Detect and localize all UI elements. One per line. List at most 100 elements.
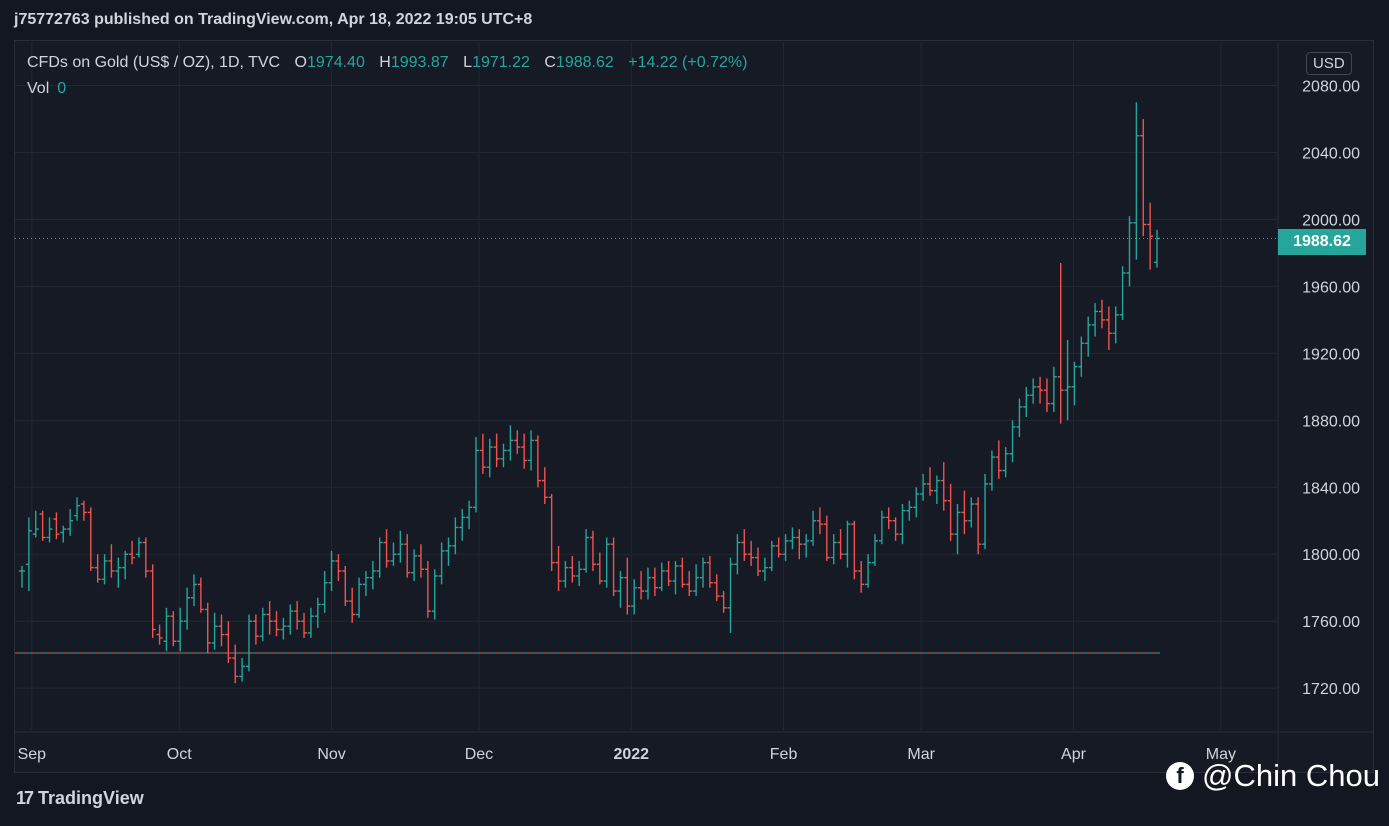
ohlc-bar [25,517,32,592]
ohlc-bar [796,529,803,560]
ohlc-bar [768,540,775,571]
ohlc-bar [287,604,294,635]
ohlc-bar [1119,266,1126,320]
ohlc-bar [108,544,115,578]
ohlc-bar [466,500,473,530]
x-tick-label: Feb [770,746,798,763]
ohlc-bar [149,564,156,638]
ohlc-bar [816,507,823,535]
ohlc-bar [314,597,321,628]
ohlc-bar [246,614,252,672]
ohlc-bar [789,527,796,550]
ohlc-bar [741,529,748,561]
ohlc-bar [837,529,844,560]
watermark-text: @Chin Chou [1202,758,1380,793]
x-tick-label: May [1206,746,1236,763]
ohlc-bar [1098,299,1105,329]
ohlc-bar [686,570,693,597]
ohlc-bar [521,433,528,469]
ohlc-bar [1043,378,1050,412]
ohlc-bar [218,614,225,647]
ohlc-bar [459,509,466,541]
y-tick-label: 1720.00 [1302,681,1360,698]
tradingview-logo-icon: 17 [16,788,34,808]
ohlc-bar [1023,386,1030,417]
high-value: 1993.87 [390,54,449,71]
ohlc-bar [968,497,975,528]
ohlc-bar [927,467,933,496]
ohlc-bar [871,534,878,566]
ohlc-bar [46,517,53,543]
y-tick-label: 1840.00 [1302,480,1360,497]
ohlc-bar [307,607,314,638]
ohlc-bar [920,473,927,501]
ohlc-bar [514,430,521,454]
ohlc-bar [583,529,590,573]
ohlc-bar [294,601,301,630]
ohlc-bar [1105,306,1112,351]
x-tick-label: 2022 [613,746,649,763]
ohlc-bar [631,579,638,615]
ohlc-bar [252,614,259,645]
y-tick-label: 1800.00 [1302,547,1360,564]
y-tick-label: 1960.00 [1302,279,1360,296]
chart-frame [14,40,1374,773]
ohlc-bar [60,525,67,543]
ohlc-bar [184,587,191,630]
ohlc-bar [335,554,342,582]
ohlc-bar [328,550,335,592]
ohlc-bar [803,534,810,558]
ohlc-bar [1154,229,1160,268]
tradingview-logo[interactable]: 17 TradingView [16,788,144,809]
x-tick-label: Apr [1061,746,1087,763]
last-price-label: 1988.62 [1278,229,1366,255]
ohlc-bar [500,443,507,468]
ohlc-bar [431,569,438,620]
ohlc-bar [383,529,390,568]
ohlc-bar [190,574,197,607]
ohlc-bar [376,537,383,578]
ohlc-bar [603,537,610,588]
ohlc-bar [906,500,913,521]
ohlc-bar [486,438,493,478]
open-label: O [294,54,307,71]
ohlc-bar [617,570,624,608]
ohlc-bar [576,560,583,587]
publish-info: j75772763 published on TradingView.com, … [14,11,533,28]
ohlc-bar [1126,216,1133,287]
bars-layer [19,102,1160,684]
ohlc-bar [129,540,136,565]
ohlc-bar [1092,303,1099,337]
ohlc-bar [507,425,514,461]
ohlc-bar [349,587,356,623]
ohlc-bar [596,552,603,585]
ohlc-bar [67,509,74,536]
ohlc-bar [1002,447,1009,478]
ohlc-bar [933,475,940,505]
x-tick-label: Sep [18,746,47,763]
ohlc-bar [975,497,982,555]
low-label: L [463,54,473,71]
ohlc-bar [122,550,129,580]
ohlc-bar [1050,366,1057,412]
ohlc-bar [473,437,479,513]
ohlc-bar [569,555,576,583]
ohlc-bar [1140,119,1147,237]
change-value: +14.22 (+0.72%) [628,54,748,71]
ohlc-bar [734,534,741,575]
ohlc-bar [1112,306,1119,344]
ohlc-bar [1009,420,1016,463]
y-tick-label: 2040.00 [1302,145,1360,162]
ohlc-bar [748,540,755,566]
ohlc-bar [342,565,349,607]
author-watermark: f @Chin Chou [1166,758,1380,794]
currency-button[interactable]: USD [1306,52,1352,75]
tradingview-brand: TradingView [38,788,144,808]
y-tick-label: 1920.00 [1302,346,1360,363]
ohlc-bar [301,612,308,638]
ohlc-bar [53,512,60,540]
ohlc-bar [170,611,177,647]
ohlc-bar [878,510,885,545]
ohlc-bar [1016,398,1023,438]
